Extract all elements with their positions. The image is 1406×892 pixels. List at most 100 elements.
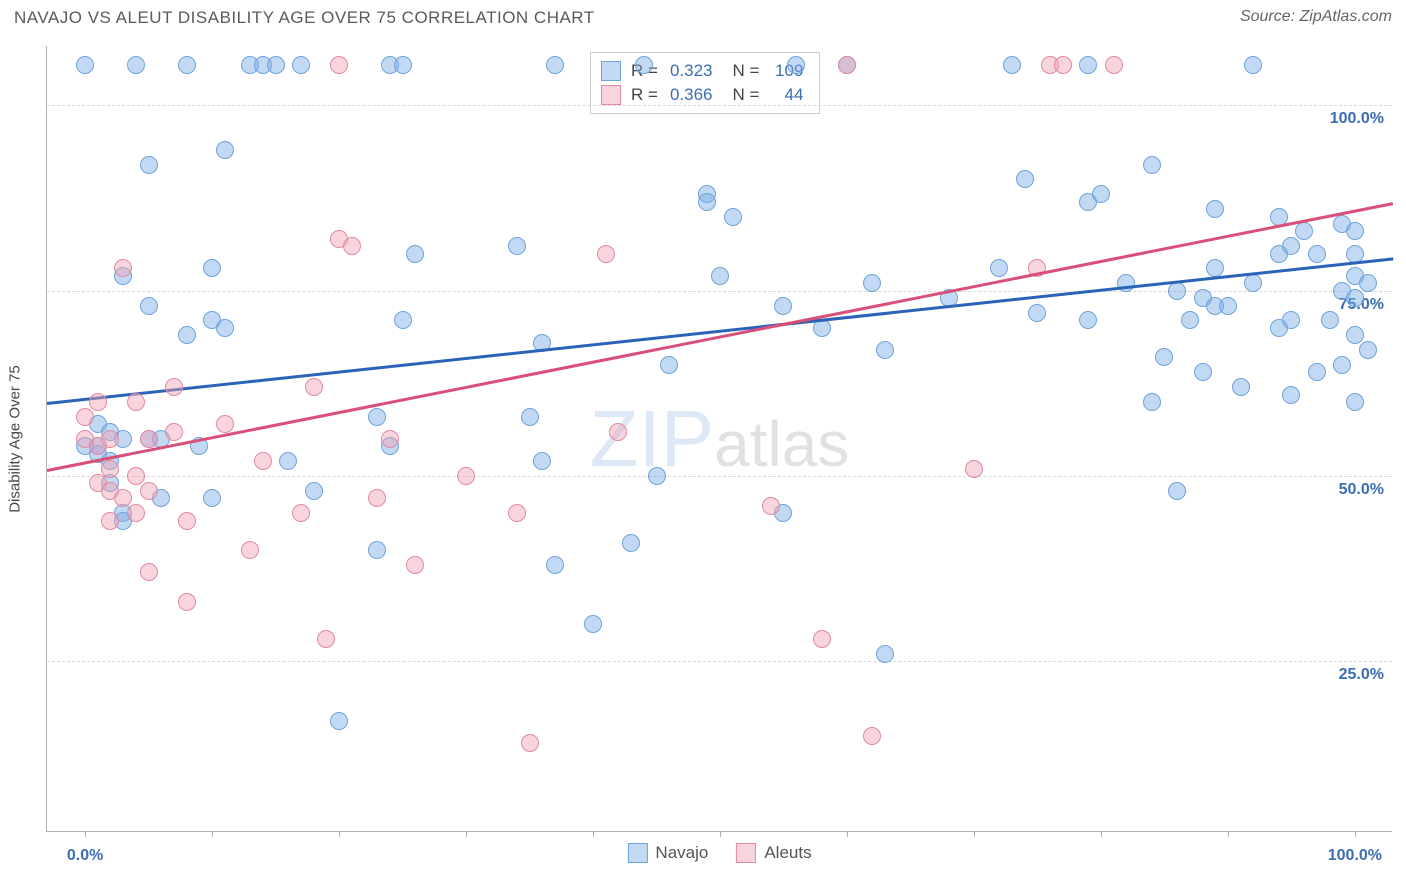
r-label: R = (631, 85, 658, 105)
data-point (89, 393, 107, 411)
y-tick-label: 50.0% (1339, 481, 1384, 499)
data-point (368, 489, 386, 507)
data-point (863, 274, 881, 292)
legend-label: Aleuts (764, 843, 811, 863)
data-point (1092, 185, 1110, 203)
watermark-part2: atlas (714, 408, 849, 480)
n-label: N = (732, 61, 759, 81)
series-legend: Navajo Aleuts (627, 843, 811, 863)
data-point (140, 297, 158, 315)
data-point (787, 56, 805, 74)
data-point (343, 237, 361, 255)
data-point (114, 259, 132, 277)
chart-header: NAVAJO VS ALEUT DISABILITY AGE OVER 75 C… (14, 8, 1392, 38)
data-point (876, 645, 894, 663)
data-point (1028, 304, 1046, 322)
data-point (114, 489, 132, 507)
data-point (394, 311, 412, 329)
data-point (533, 452, 551, 470)
data-point (1282, 386, 1300, 404)
legend-swatch (627, 843, 647, 863)
data-point (597, 245, 615, 263)
data-point (127, 56, 145, 74)
data-point (1206, 200, 1224, 218)
x-tick (466, 831, 467, 837)
data-point (216, 141, 234, 159)
chart-title: NAVAJO VS ALEUT DISABILITY AGE OVER 75 C… (14, 8, 595, 27)
r-value: 0.323 (668, 61, 715, 81)
data-point (127, 393, 145, 411)
data-point (1346, 289, 1364, 307)
legend-swatch (601, 61, 621, 81)
data-point (508, 237, 526, 255)
legend-item: Aleuts (736, 843, 811, 863)
x-tick (1101, 831, 1102, 837)
x-tick (1228, 831, 1229, 837)
data-point (1359, 341, 1377, 359)
n-value: 44 (769, 85, 805, 105)
data-point (1244, 56, 1262, 74)
data-point (1194, 363, 1212, 381)
data-point (1282, 237, 1300, 255)
x-tick (339, 831, 340, 837)
data-point (330, 712, 348, 730)
data-point (1168, 482, 1186, 500)
gridline (47, 661, 1392, 662)
x-tick (593, 831, 594, 837)
data-point (1359, 274, 1377, 292)
data-point (698, 193, 716, 211)
data-point (140, 430, 158, 448)
legend-swatch (736, 843, 756, 863)
data-point (305, 378, 323, 396)
data-point (165, 378, 183, 396)
data-point (622, 534, 640, 552)
x-tick (974, 831, 975, 837)
data-point (1308, 245, 1326, 263)
data-point (457, 467, 475, 485)
data-point (1143, 156, 1161, 174)
data-point (292, 504, 310, 522)
data-point (990, 259, 1008, 277)
data-point (1295, 222, 1313, 240)
data-point (1333, 356, 1351, 374)
legend-row: R =0.366N =44 (601, 83, 805, 107)
data-point (648, 467, 666, 485)
y-axis-title: Disability Age Over 75 (7, 365, 24, 513)
x-tick (1355, 831, 1356, 837)
data-point (1219, 297, 1237, 315)
data-point (1282, 311, 1300, 329)
data-point (838, 56, 856, 74)
data-point (508, 504, 526, 522)
data-point (876, 341, 894, 359)
data-point (101, 460, 119, 478)
data-point (1181, 311, 1199, 329)
data-point (241, 541, 259, 559)
data-point (368, 408, 386, 426)
data-point (1346, 222, 1364, 240)
data-point (203, 259, 221, 277)
data-point (216, 415, 234, 433)
gridline (47, 476, 1392, 477)
legend-item: Navajo (627, 843, 708, 863)
data-point (546, 56, 564, 74)
x-axis-label: 0.0% (67, 847, 103, 865)
data-point (774, 297, 792, 315)
x-axis-label: 100.0% (1328, 847, 1382, 865)
data-point (254, 452, 272, 470)
data-point (609, 423, 627, 441)
data-point (76, 408, 94, 426)
data-point (635, 56, 653, 74)
data-point (178, 512, 196, 530)
data-point (292, 56, 310, 74)
data-point (1079, 56, 1097, 74)
n-label: N = (732, 85, 759, 105)
data-point (1168, 282, 1186, 300)
y-tick-label: 25.0% (1339, 666, 1384, 684)
x-tick (212, 831, 213, 837)
data-point (178, 593, 196, 611)
data-point (101, 430, 119, 448)
data-point (1232, 378, 1250, 396)
legend-label: Navajo (655, 843, 708, 863)
y-tick-label: 100.0% (1330, 110, 1384, 128)
data-point (546, 556, 564, 574)
